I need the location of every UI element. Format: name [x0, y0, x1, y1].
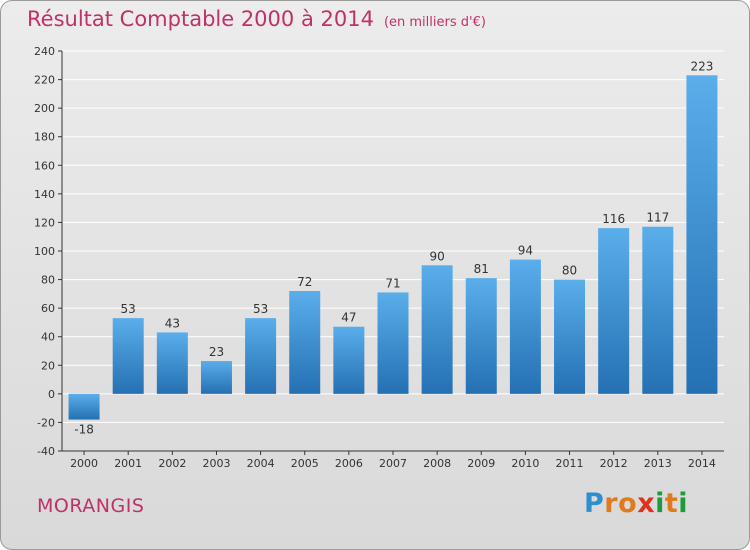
y-tick-label: 80 — [41, 274, 55, 287]
y-tick-label: 240 — [34, 45, 55, 58]
value-label: 72 — [297, 275, 312, 289]
y-tick-label: -40 — [37, 445, 55, 458]
bar-2005 — [289, 291, 321, 394]
chart-subtitle: (en milliers d'€) — [383, 15, 486, 30]
value-label: 94 — [518, 244, 533, 258]
logo-letter: r — [604, 488, 619, 519]
y-tick-label: 100 — [34, 245, 55, 258]
y-tick-label: 220 — [34, 74, 55, 87]
logo-letter: t — [664, 488, 679, 519]
x-tick-label: 2006 — [335, 457, 363, 470]
value-label: 223 — [690, 59, 713, 73]
bar-2013 — [642, 226, 674, 394]
chart-title: Résultat Comptable 2000 à 2014 (en millie… — [27, 7, 486, 31]
x-tick-label: 2007 — [379, 457, 407, 470]
bar-2006 — [333, 326, 365, 394]
title-text: Résultat Comptable 2000 à 2014 — [27, 7, 374, 31]
logo-letter: i — [655, 488, 665, 519]
bar-2012 — [598, 228, 630, 394]
value-label: 81 — [474, 262, 489, 276]
x-tick-label: 2008 — [423, 457, 451, 470]
x-tick-label: 2000 — [70, 457, 98, 470]
bar-2001 — [112, 318, 144, 394]
value-label: 53 — [121, 302, 136, 316]
y-tick-label: 200 — [34, 102, 55, 115]
bar-2009 — [465, 278, 497, 394]
logo-letter: i — [678, 488, 689, 519]
y-tick-label: 140 — [34, 188, 55, 201]
data-labels: -18 53 43 23 53 72 47 71 90 81 94 80 116 117 223 — [74, 59, 713, 436]
value-label: 71 — [385, 276, 400, 290]
x-tick-label: 2005 — [291, 457, 319, 470]
bar-2003 — [200, 361, 232, 394]
bar-2011 — [554, 279, 586, 394]
value-label: 90 — [429, 249, 444, 263]
x-tick-label: 2002 — [158, 457, 186, 470]
value-label: 47 — [341, 311, 356, 325]
x-tick-label: 2012 — [600, 457, 628, 470]
y-tick-label: 160 — [34, 159, 55, 172]
bar-2010 — [509, 259, 541, 394]
y-tick-label: 20 — [41, 359, 55, 372]
value-label: 80 — [562, 264, 577, 278]
logo-letter: P — [584, 488, 605, 519]
value-label: 53 — [253, 302, 268, 316]
y-tick-label: 120 — [34, 216, 55, 229]
bar-2004 — [245, 318, 277, 394]
value-label: -18 — [74, 423, 94, 437]
y-tick-label: 60 — [41, 302, 55, 315]
bar-2002 — [156, 332, 188, 394]
x-tick-label: 2013 — [644, 457, 672, 470]
x-tick-label: 2014 — [688, 457, 716, 470]
x-tick-label: 2003 — [202, 457, 230, 470]
value-label: 23 — [209, 345, 224, 359]
x-tick-label: 2011 — [556, 457, 584, 470]
bars — [68, 75, 718, 420]
logo-letter: o — [618, 488, 638, 519]
value-label: 117 — [646, 211, 669, 225]
y-tick-label: -20 — [37, 416, 55, 429]
value-label: 116 — [602, 212, 625, 226]
bar-2007 — [377, 292, 409, 394]
x-tick-label: 2001 — [114, 457, 142, 470]
value-label: 43 — [165, 316, 180, 330]
x-tick-label: 2010 — [511, 457, 539, 470]
x-tick-label: 2009 — [467, 457, 495, 470]
y-tick-label: 0 — [48, 388, 55, 401]
bar-2000 — [68, 393, 100, 420]
y-tick-label: 180 — [34, 131, 55, 144]
axes: -40 -20 0 20 40 60 80 100 120 140 160 180 200 220 240 2… — [34, 45, 724, 470]
city-name: MORANGIS — [37, 495, 145, 517]
proxiti-logo: Proxiti — [584, 488, 688, 519]
logo-letter: x — [637, 488, 656, 519]
y-tick-label: 40 — [41, 331, 55, 344]
x-tick-label: 2004 — [247, 457, 275, 470]
bar-2008 — [421, 265, 453, 394]
bar-2014 — [686, 75, 718, 394]
